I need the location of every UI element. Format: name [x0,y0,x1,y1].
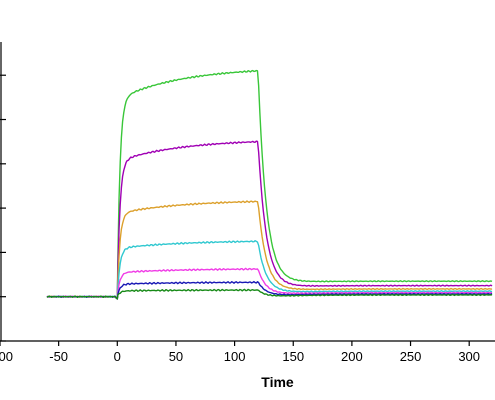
x-tick-label: 300 [458,349,480,364]
x-tick-label: 250 [400,349,422,364]
series-line [46,288,493,300]
x-tick-label: -100 [0,349,13,364]
series-line [46,140,493,300]
x-axis-title: Time [261,374,294,390]
series-line [46,69,493,300]
x-tick-label: 150 [282,349,304,364]
x-tick-label: 0 [114,349,121,364]
y-ticks [0,74,6,342]
series-group [46,69,493,300]
x-ticks: -100 -50 0 50 100 150 200 250 300 [0,341,480,364]
x-tick-label: -50 [49,349,68,364]
x-tick-label: 100 [224,349,246,364]
x-tick-label: 200 [341,349,363,364]
series-line [46,280,493,300]
axes: -100 -50 0 50 100 150 200 250 300 [0,42,495,364]
series-line [46,239,493,300]
series-line [46,267,493,300]
series-line [46,200,493,300]
x-tick-label: 50 [169,349,183,364]
